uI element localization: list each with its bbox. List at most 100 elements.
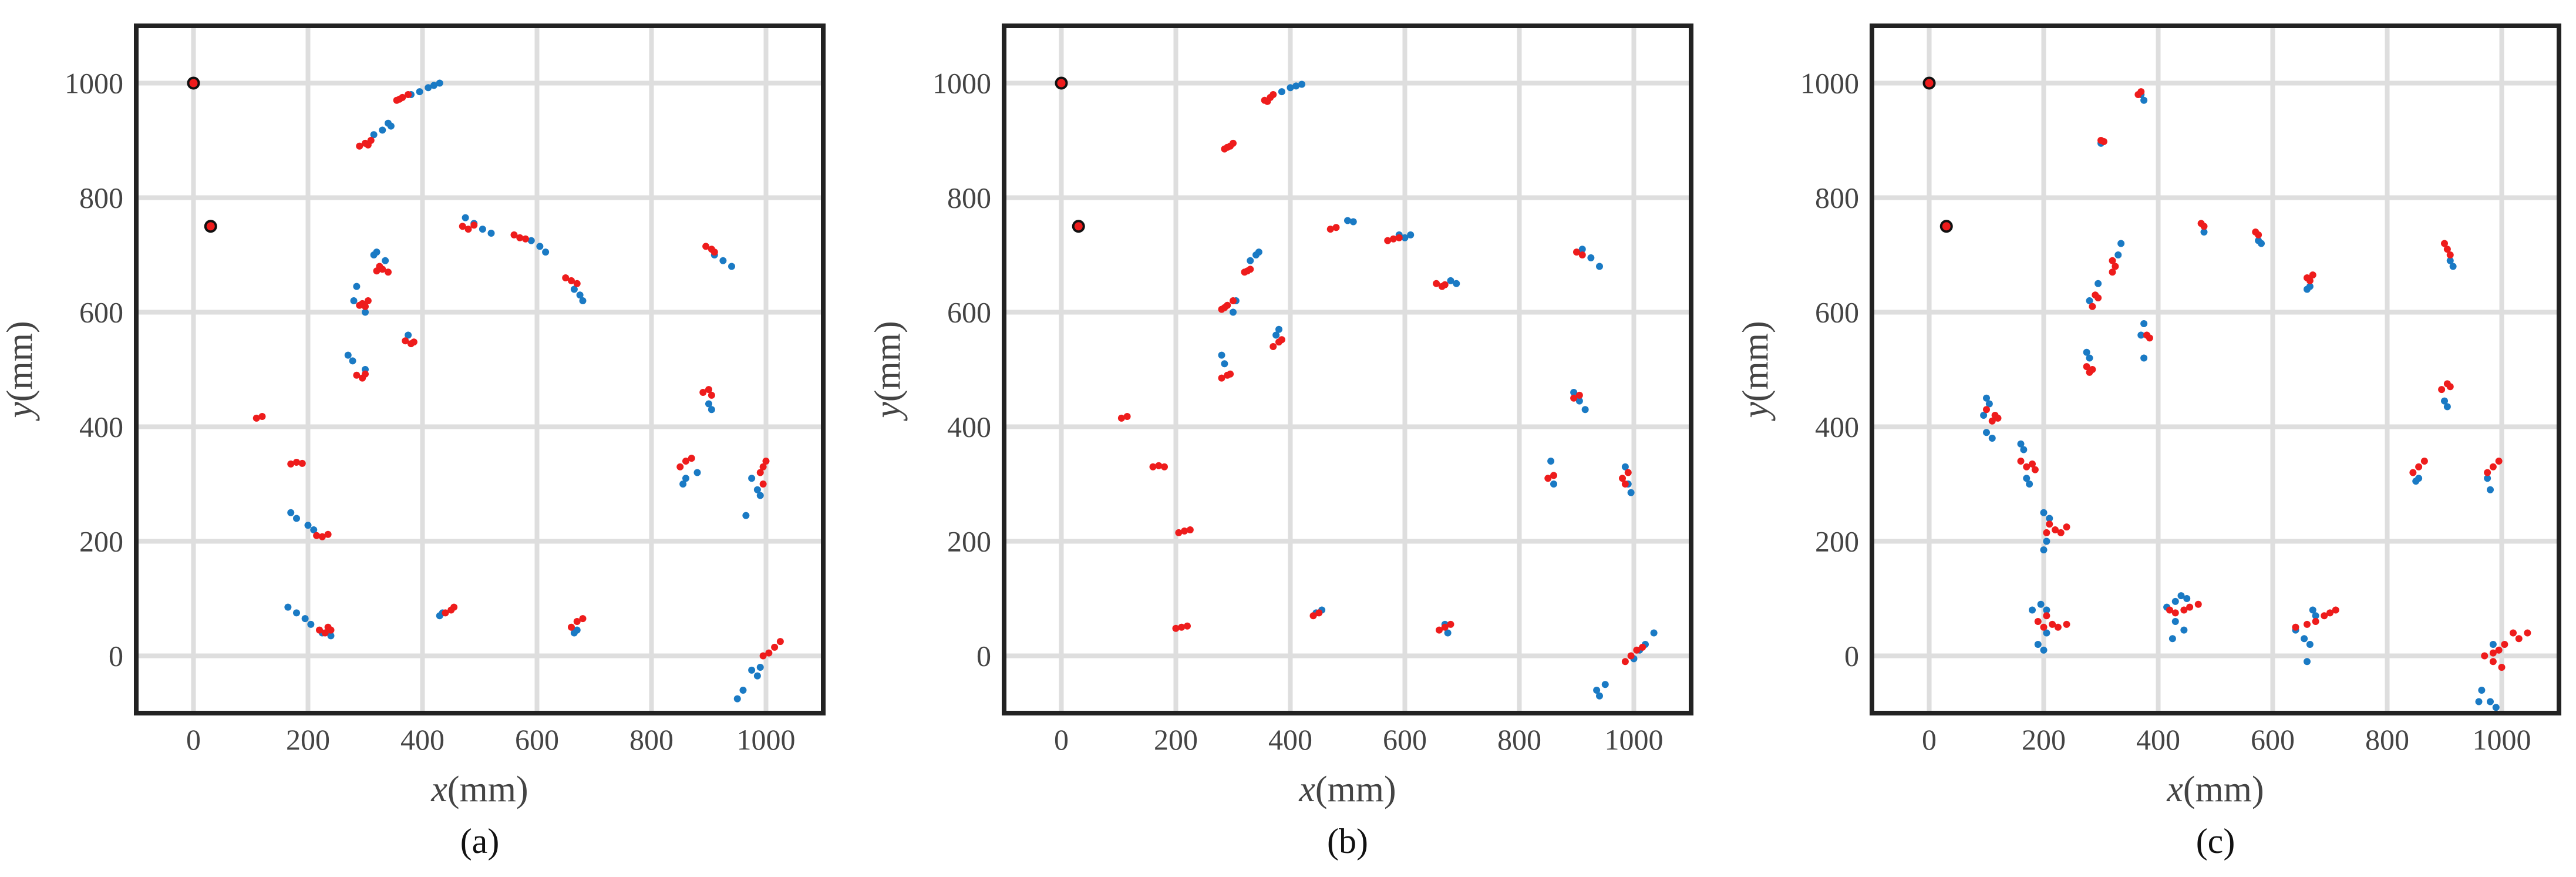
data-point: [364, 297, 372, 304]
start-point: [204, 220, 217, 233]
data-point: [705, 386, 712, 394]
data-point: [1550, 480, 1557, 488]
data-point: [362, 303, 369, 310]
data-point: [1332, 224, 1340, 231]
x-axis-unit: (mm): [2183, 770, 2264, 809]
data-point: [349, 357, 356, 365]
data-point: [693, 469, 701, 476]
data-point: [2052, 526, 2059, 533]
y-tick-label: 0: [976, 640, 991, 673]
y-tick-label: 600: [1815, 296, 1859, 329]
y-tick-label: 600: [947, 296, 991, 329]
data-point: [2114, 251, 2122, 258]
y-tick-label: 200: [947, 525, 991, 558]
data-point: [353, 283, 361, 290]
data-point: [2306, 641, 2314, 648]
data-point: [1633, 646, 1641, 654]
data-point: [487, 229, 495, 237]
data-point: [2043, 529, 2050, 536]
data-point: [1315, 609, 1323, 617]
data-point: [2309, 606, 2316, 614]
data-point: [748, 666, 756, 674]
data-point: [2168, 635, 2176, 643]
chart-panel-2: 0 200 400 600 800 100002004006008001000x(mm)y…: [868, 23, 1693, 861]
data-point: [1344, 217, 1351, 224]
data-point: [1390, 235, 1397, 243]
data-point: [1436, 626, 1443, 634]
data-point: [1326, 226, 1334, 233]
data-point: [759, 463, 767, 471]
data-point: [2309, 271, 2316, 279]
data-point: [293, 458, 300, 466]
data-point: [2137, 331, 2145, 339]
data-point: [1621, 463, 1629, 471]
data-series-2: [1983, 88, 2531, 671]
data-point: [293, 609, 300, 617]
data-point: [2478, 687, 2486, 694]
x-tick-label: 400: [400, 723, 445, 756]
data-point: [1624, 469, 1632, 476]
x-tick-label: 0: [1922, 723, 1937, 756]
data-point: [364, 141, 372, 149]
data-point: [1447, 277, 1454, 284]
data-point: [301, 615, 309, 623]
data-point: [304, 522, 312, 529]
data-point: [1184, 622, 1191, 630]
data-point: [1575, 397, 1583, 405]
data-point: [2034, 618, 2042, 625]
data-point: [1447, 620, 1454, 628]
data-point: [573, 618, 581, 625]
data-point: [516, 234, 524, 241]
data-point: [562, 274, 570, 281]
data-point: [1292, 82, 1300, 90]
y-axis-variable: y: [0, 402, 40, 422]
data-point: [287, 460, 295, 468]
x-tick-label: 800: [629, 723, 674, 756]
data-point: [1309, 612, 1317, 620]
data-point: [776, 638, 784, 646]
data-series-1: [1218, 80, 1658, 700]
data-point: [462, 214, 469, 221]
data-point: [2306, 277, 2314, 284]
data-point: [1983, 429, 1990, 436]
data-point: [570, 285, 578, 293]
data-point: [2489, 649, 2497, 657]
data-point: [688, 455, 695, 462]
data-point: [1230, 297, 1237, 304]
data-point: [568, 623, 575, 631]
data-point: [753, 486, 761, 493]
data-point: [405, 331, 412, 339]
data-point: [2109, 257, 2116, 264]
data-point: [573, 280, 581, 287]
data-point: [1570, 389, 1578, 396]
data-point: [1550, 472, 1557, 479]
data-point: [310, 526, 318, 533]
x-tick-label: 1000: [1605, 723, 1664, 756]
data-point: [1272, 331, 1280, 339]
start-point: [1922, 76, 1936, 90]
data-point: [2446, 383, 2454, 391]
data-point: [1230, 308, 1237, 316]
data-series-3: [1922, 76, 1953, 233]
x-tick-label: 200: [2022, 723, 2066, 756]
x-axis-unit: (mm): [1315, 770, 1396, 809]
data-point: [2180, 606, 2188, 614]
data-point: [410, 338, 417, 346]
data-point: [1218, 374, 1225, 382]
data-point: [362, 308, 369, 316]
data-point: [1244, 267, 1251, 275]
data-point: [579, 615, 587, 623]
data-point: [702, 243, 710, 250]
data-point: [2017, 458, 2025, 465]
data-point: [1298, 80, 1305, 88]
data-point: [402, 337, 409, 345]
data-point: [1117, 414, 1125, 422]
data-point: [1181, 527, 1188, 535]
data-point: [1596, 692, 1603, 700]
data-point: [1650, 629, 1658, 637]
data-point: [1639, 643, 1646, 651]
data-point: [1270, 343, 1277, 350]
data-point: [318, 533, 326, 540]
data-point: [321, 629, 329, 637]
